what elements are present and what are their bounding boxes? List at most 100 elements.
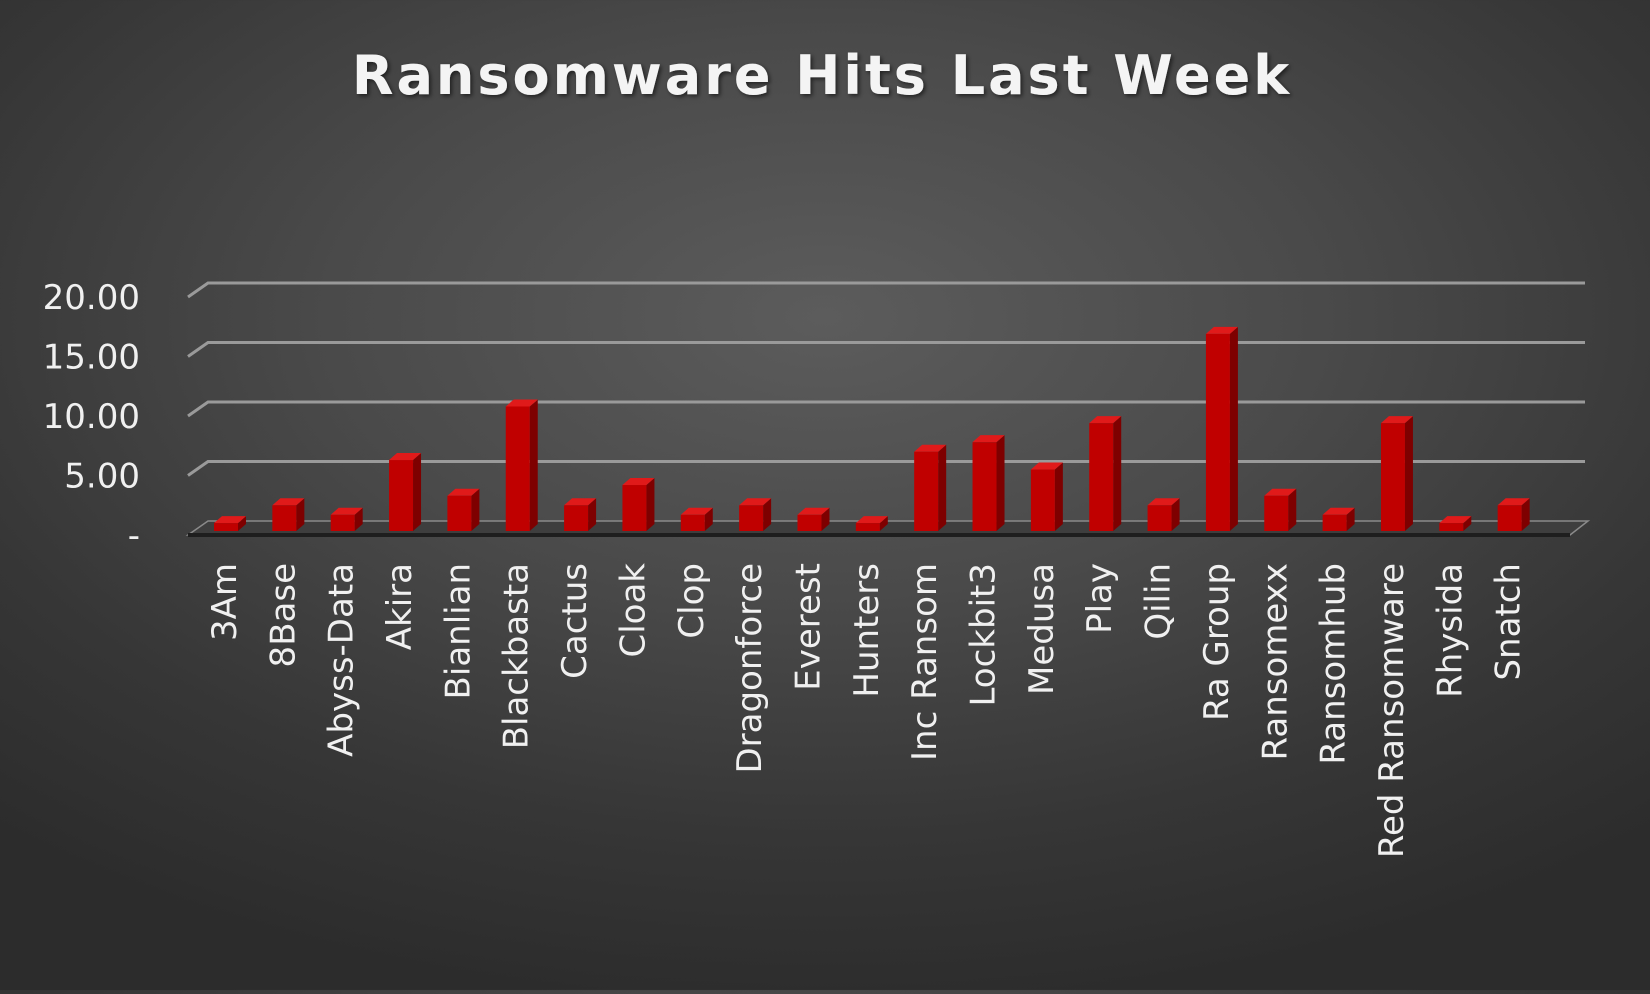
bar-front xyxy=(914,451,939,531)
bar xyxy=(1439,516,1472,531)
bar-side xyxy=(938,444,947,531)
y-tick-label: 10.00 xyxy=(43,397,140,437)
bar-side xyxy=(471,488,480,531)
bar xyxy=(855,516,888,531)
y-tick-label: 15.00 xyxy=(43,338,140,378)
bar-top xyxy=(1147,498,1180,506)
bar-front xyxy=(330,514,355,531)
bar-front xyxy=(680,514,705,531)
bar-side xyxy=(1054,462,1063,531)
x-tick-label: Bianlian xyxy=(438,563,478,699)
gridline xyxy=(187,460,1585,477)
bar-top xyxy=(389,453,422,461)
bar-side xyxy=(1463,516,1472,531)
bar-top xyxy=(622,478,655,486)
bar xyxy=(1322,507,1355,531)
bar-front xyxy=(1147,505,1172,531)
x-tick-label: Rhysida xyxy=(1430,563,1470,698)
bar-top xyxy=(1322,507,1355,515)
bar-side xyxy=(1521,498,1530,531)
bar-front xyxy=(622,485,647,531)
bar-side xyxy=(996,435,1005,531)
bar xyxy=(564,498,597,531)
bar-side xyxy=(1113,416,1122,531)
bar-side xyxy=(646,478,655,531)
bar-front xyxy=(564,505,589,531)
bar-front xyxy=(739,505,764,531)
bar-front xyxy=(389,460,414,531)
x-tick-label: Ra Group xyxy=(1197,563,1237,721)
bar-top xyxy=(914,444,947,452)
x-tick-label: 3Am xyxy=(205,563,245,641)
bar-top xyxy=(272,498,305,506)
bar xyxy=(739,498,772,531)
y-tick-label: 20.00 xyxy=(43,278,140,318)
bar-side xyxy=(879,516,888,531)
bar-side xyxy=(821,507,830,531)
bar-top xyxy=(797,507,830,515)
bar xyxy=(214,516,246,531)
bar-front xyxy=(855,523,880,531)
bar-front xyxy=(1439,523,1464,531)
bar-top xyxy=(564,498,597,506)
x-tick-label: Clop xyxy=(672,563,712,639)
y-tick-label: - xyxy=(128,516,140,556)
bar-top xyxy=(1089,416,1122,424)
x-tick-label: Lockbit3 xyxy=(964,563,1004,707)
bar-side xyxy=(704,507,713,531)
bar-side xyxy=(1171,498,1180,531)
x-axis-tick-labels: 3Am 8Base Abyss-Data Akira Bianlian Blackbast… xyxy=(205,563,1529,858)
bar-top xyxy=(447,488,480,496)
x-tick-label: Dragonforce xyxy=(730,563,770,774)
x-tick-label: Hunters xyxy=(847,563,887,698)
bar-side xyxy=(413,453,422,531)
x-tick-label: Akira xyxy=(380,563,420,650)
x-tick-label: Snatch xyxy=(1489,563,1529,681)
x-tick-label: Red Ransomware xyxy=(1372,563,1412,858)
x-tick-label: Cactus xyxy=(555,563,595,679)
bar-front xyxy=(1497,505,1522,531)
bar-top xyxy=(1264,488,1297,496)
x-tick-label: Ransomhub xyxy=(1314,563,1354,765)
bar xyxy=(447,488,480,531)
x-tick-label: Qilin xyxy=(1139,563,1179,640)
bar-top xyxy=(739,498,772,506)
bar-front xyxy=(214,523,238,531)
x-tick-label: Blackbasta xyxy=(497,563,537,749)
bar-front xyxy=(1322,514,1347,531)
bar-top xyxy=(1030,462,1063,470)
bar xyxy=(680,507,713,531)
bar-front xyxy=(272,505,297,531)
bar-front xyxy=(1089,423,1114,531)
bar-top xyxy=(1205,326,1238,334)
gridline xyxy=(187,400,1585,418)
bar-side xyxy=(763,498,772,531)
bar-front xyxy=(1380,423,1405,531)
bar-top xyxy=(1380,416,1413,424)
bar xyxy=(1147,498,1180,531)
x-tick-label: Ransomexx xyxy=(1255,563,1295,760)
x-tick-label: Medusa xyxy=(1022,563,1062,695)
bar xyxy=(1089,416,1122,531)
x-tick-label: Everest xyxy=(788,563,828,691)
bar-side xyxy=(296,498,305,531)
bar xyxy=(1264,488,1297,531)
bar-side xyxy=(354,507,363,531)
bar-side xyxy=(529,399,538,531)
bar-top xyxy=(505,399,538,407)
bar xyxy=(797,507,830,531)
bar xyxy=(914,444,947,531)
bar-front xyxy=(1264,495,1289,531)
x-tick-label: Inc Ransom xyxy=(905,563,945,761)
x-tick-label: 8Base xyxy=(263,563,303,667)
bar-top xyxy=(855,516,888,524)
bar-top xyxy=(972,435,1005,443)
gridlines xyxy=(187,281,1585,477)
bar-side xyxy=(588,498,597,531)
bar-side xyxy=(1346,507,1355,531)
bar-side xyxy=(1288,488,1297,531)
bar-front xyxy=(1205,333,1230,531)
bar-front xyxy=(797,514,822,531)
x-tick-label: Abyss-Data xyxy=(322,563,362,757)
